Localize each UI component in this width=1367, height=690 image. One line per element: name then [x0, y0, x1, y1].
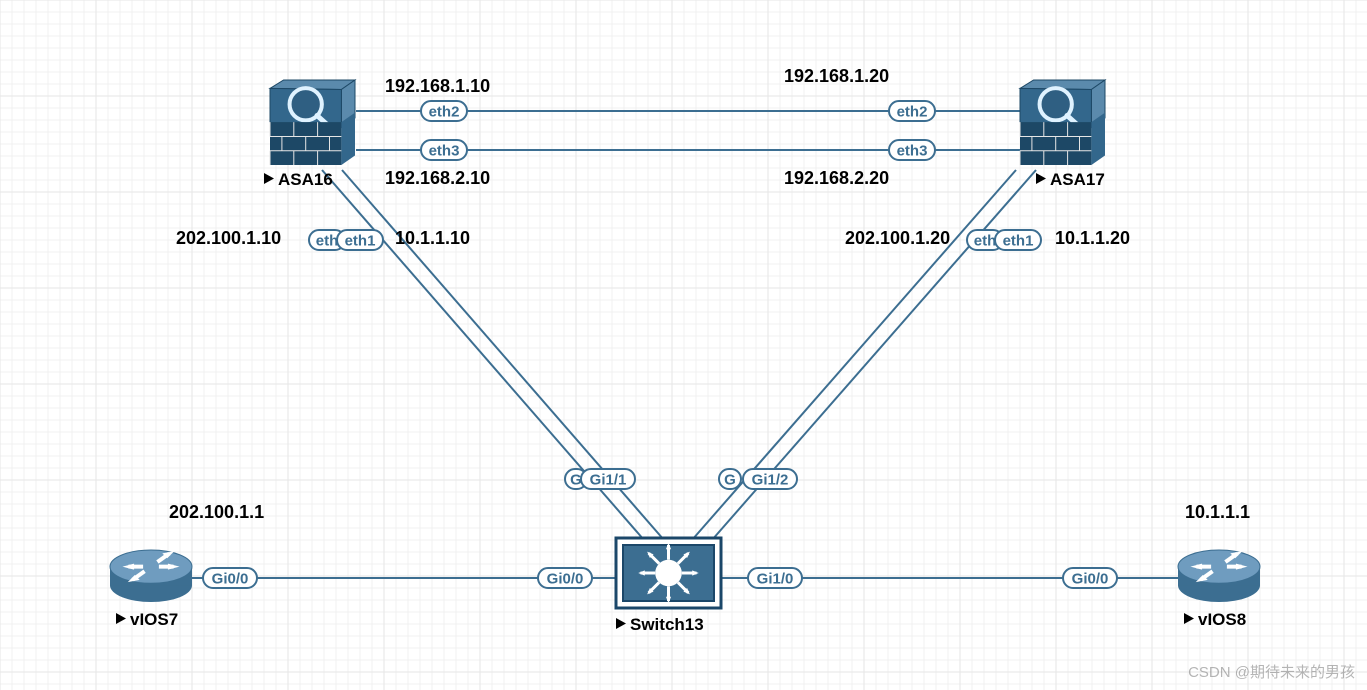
- ip-label: 192.168.1.10: [385, 76, 490, 96]
- links-layer: [192, 111, 1178, 578]
- port-text: Gi0/0: [1072, 571, 1109, 588]
- port-text: eth3: [429, 143, 460, 160]
- node-vios7[interactable]: [110, 550, 192, 602]
- topology-canvas: eth2eth3eth2eth3etheth1etheth1GGi1/1GGi1…: [0, 0, 1367, 690]
- port-text: Gi1/0: [757, 571, 794, 588]
- link: [692, 170, 1016, 540]
- port-text: eth3: [897, 143, 928, 160]
- port-text: eth1: [345, 233, 376, 250]
- node-label: vIOS8: [1198, 610, 1246, 629]
- port-text: eth2: [897, 104, 928, 121]
- node-vios8[interactable]: [1178, 550, 1260, 602]
- port-text: eth1: [1003, 233, 1034, 250]
- watermark-text: CSDN @期待未来的男孩: [1188, 661, 1355, 682]
- node-label: ASA16: [278, 170, 333, 189]
- ip-label: 202.100.1.1: [169, 502, 264, 522]
- node-asa17[interactable]: [1020, 80, 1105, 165]
- ip-label: 192.168.2.10: [385, 168, 490, 188]
- play-icon: [264, 173, 274, 184]
- ip-label: 192.168.2.20: [784, 168, 889, 188]
- port-text: eth: [974, 233, 997, 250]
- ip-label: 10.1.1.1: [1185, 502, 1250, 522]
- port-text: G: [724, 472, 736, 489]
- ip-label: 202.100.1.10: [176, 228, 281, 248]
- node-label-group: vIOS8: [1184, 610, 1246, 629]
- port-text: eth2: [429, 104, 460, 121]
- ip-label: 10.1.1.10: [395, 228, 470, 248]
- node-label: ASA17: [1050, 170, 1105, 189]
- play-icon: [116, 613, 126, 624]
- play-icon: [1184, 613, 1194, 624]
- node-label-group: vIOS7: [116, 610, 178, 629]
- port-text: Gi1/1: [590, 472, 627, 489]
- node-label: Switch13: [630, 615, 704, 634]
- port-text: Gi1/2: [752, 472, 789, 489]
- node-label-group: Switch13: [616, 615, 704, 634]
- port-text: Gi0/0: [547, 571, 584, 588]
- node-label: vIOS7: [130, 610, 178, 629]
- ip-label: 192.168.1.20: [784, 66, 889, 86]
- port-text: Gi0/0: [212, 571, 249, 588]
- port-text: eth: [316, 233, 339, 250]
- node-switch13[interactable]: [616, 538, 721, 608]
- ip-label: 202.100.1.20: [845, 228, 950, 248]
- ip-label: 10.1.1.20: [1055, 228, 1130, 248]
- node-asa16[interactable]: [270, 80, 355, 165]
